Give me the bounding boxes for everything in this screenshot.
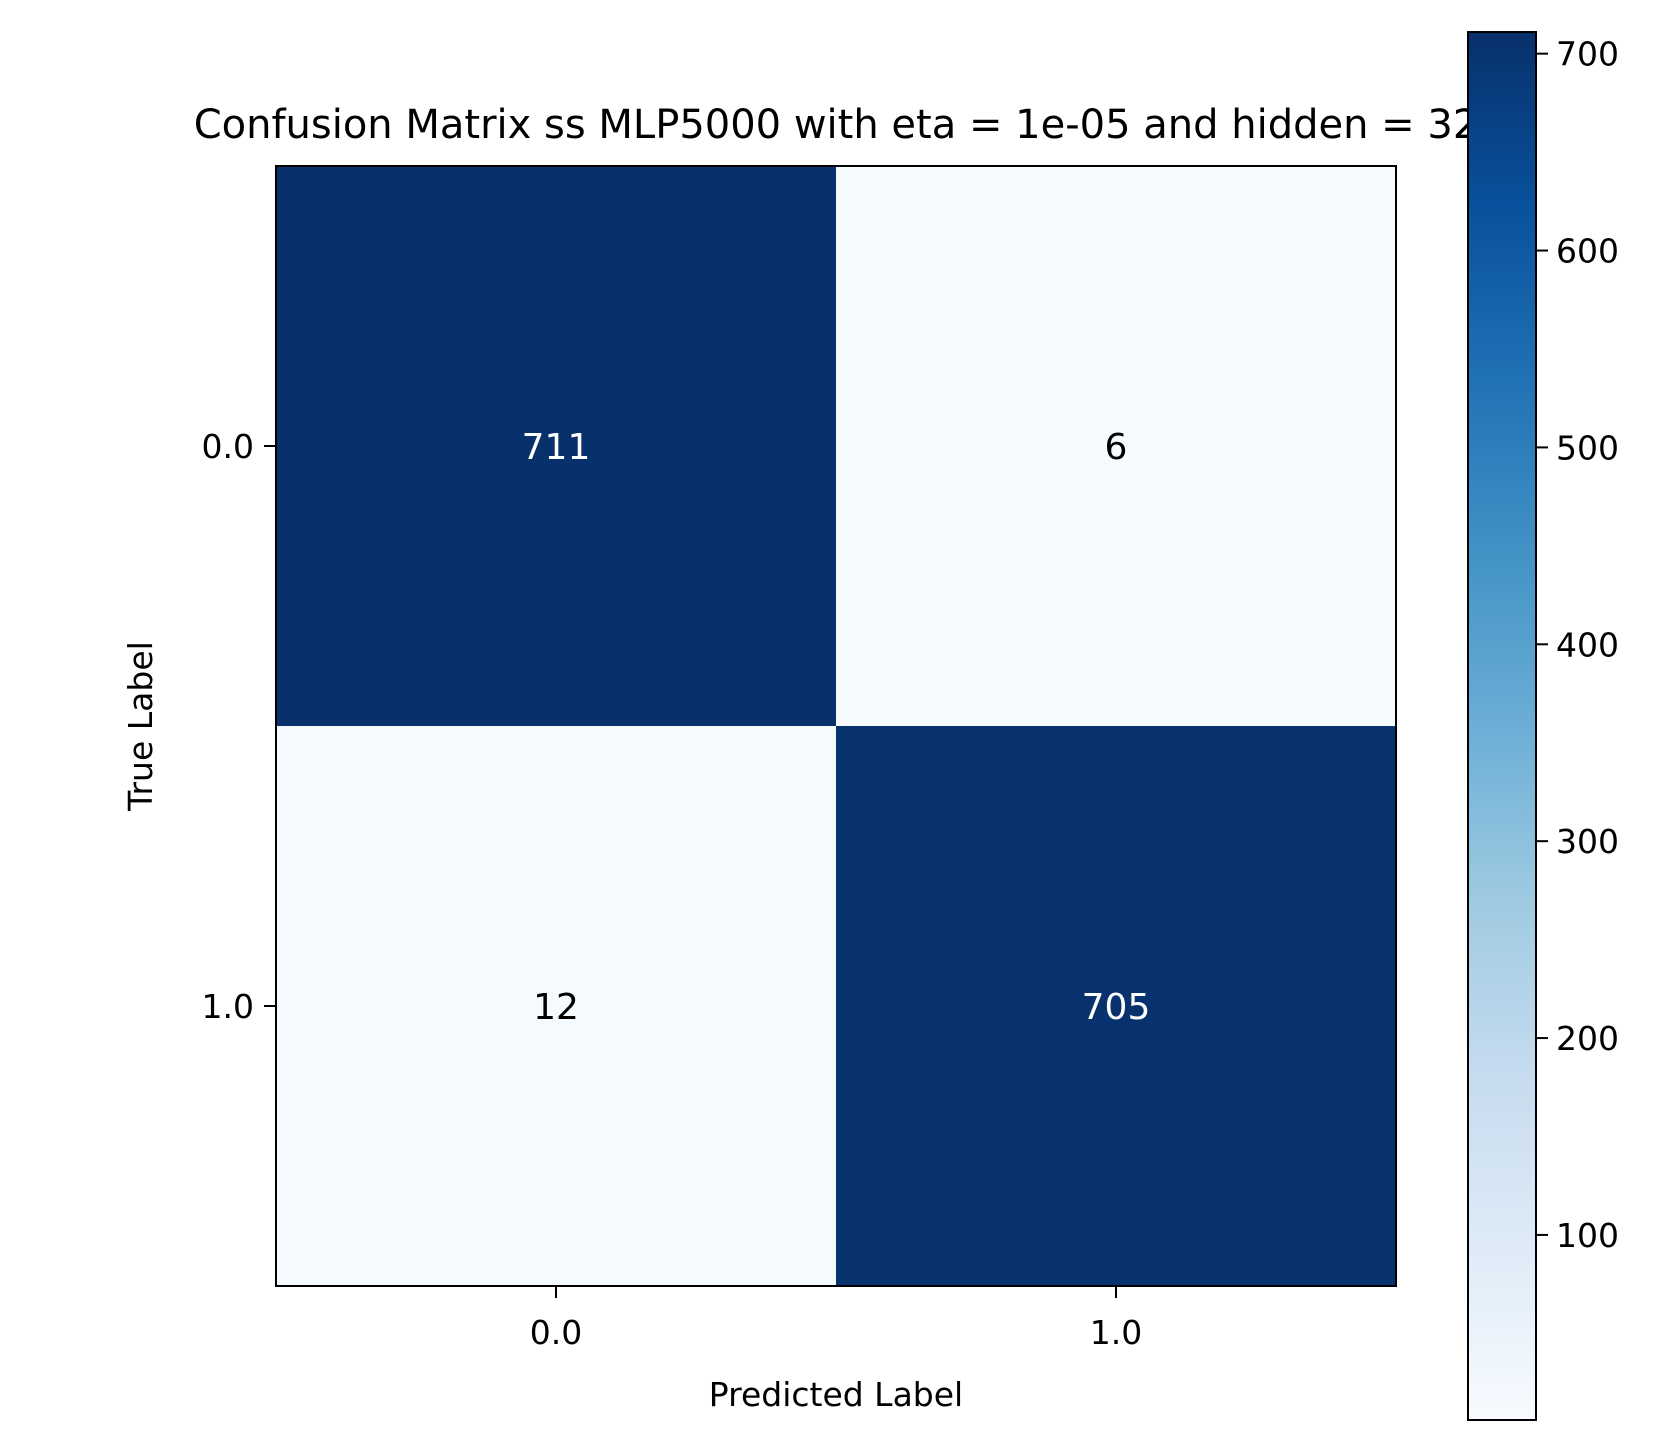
x-tick-label: 0.0 xyxy=(530,1313,582,1352)
colorbar-tick-label: 500 xyxy=(1556,428,1619,467)
colorbar xyxy=(1467,31,1537,1421)
cell-value-label: 6 xyxy=(1105,427,1128,468)
y-axis-label: True Label xyxy=(121,641,160,812)
plot-frame xyxy=(275,165,1397,1287)
chart-title: Confusion Matrix ss MLP5000 with eta = 1… xyxy=(194,102,1479,148)
heatmap-cell xyxy=(276,166,836,726)
heatmap-cell xyxy=(836,726,1396,1286)
colorbar-tick-label: 400 xyxy=(1556,625,1619,664)
x-axis-ticks: 0.0 1.0 xyxy=(530,1286,1142,1352)
heatmap-cell xyxy=(276,726,836,1286)
cell-value-label: 705 xyxy=(1082,987,1151,1028)
colorbar-tick-label: 100 xyxy=(1556,1216,1619,1255)
heatmap-cell xyxy=(836,166,1396,726)
y-tick-label: 0.0 xyxy=(202,427,254,466)
cell-value-labels: 711 6 12 705 xyxy=(522,427,1151,1028)
y-tick-label: 1.0 xyxy=(202,987,254,1026)
y-axis-ticks: 0.0 1.0 xyxy=(202,427,276,1026)
colorbar-tick-label: 300 xyxy=(1556,822,1619,861)
colorbar-ticks: 100 200 300 400 500 600 700 xyxy=(1536,35,1619,1255)
colorbar-tick-label: 700 xyxy=(1556,35,1619,74)
colorbar-tick-label: 600 xyxy=(1556,232,1619,271)
x-tick-label: 1.0 xyxy=(1090,1313,1142,1352)
heatmap-cells xyxy=(276,166,1396,1286)
colorbar-tick-label: 200 xyxy=(1556,1019,1619,1058)
cell-value-label: 12 xyxy=(533,987,579,1028)
x-axis-label: Predicted Label xyxy=(709,1375,963,1414)
cell-value-label: 711 xyxy=(522,427,591,468)
